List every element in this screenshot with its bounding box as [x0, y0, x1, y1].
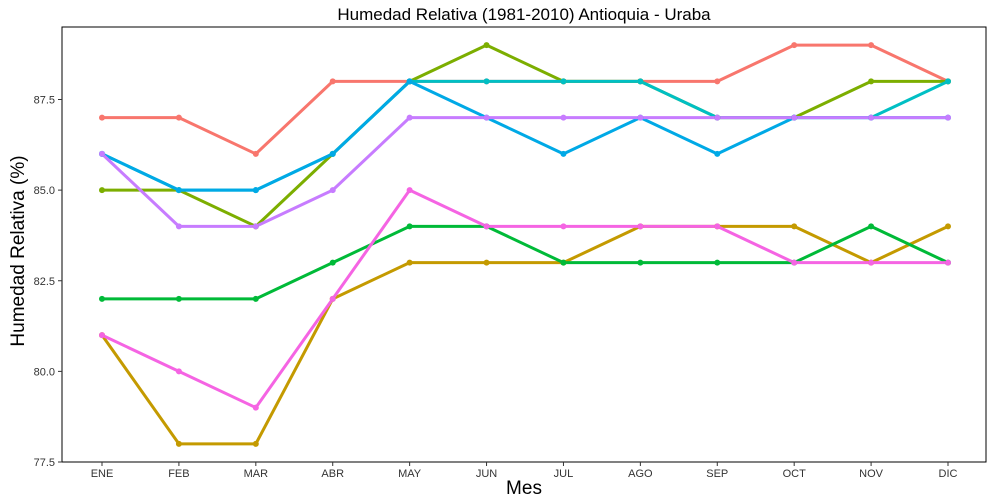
series-4-point-abr: [329, 259, 336, 266]
series-2-point-feb: [175, 440, 182, 447]
y-tick-label: 77.5: [34, 457, 55, 469]
series-5-point-jul: [560, 78, 567, 85]
x-tick-label-nov: NOV: [859, 468, 884, 480]
series-6-point-jul: [560, 150, 567, 157]
x-tick-label-abr: ABR: [321, 468, 344, 480]
y-tick-label: 87.5: [34, 95, 55, 107]
series-7-point-jul: [560, 114, 567, 121]
series-4-point-nov: [868, 223, 875, 230]
series-5-point-jun: [483, 78, 490, 85]
x-tick-label-dic: DIC: [939, 468, 958, 480]
x-tick-label-oct: OCT: [783, 468, 807, 480]
plot-area: [61, 26, 987, 463]
series-7-point-dic: [945, 114, 951, 121]
series-7-point-oct: [791, 114, 798, 121]
series-8-point-ago: [637, 223, 644, 230]
x-tick-label-jul: JUL: [554, 468, 574, 480]
series-line-3: [100, 43, 950, 228]
x-axis-title: Mes: [506, 478, 542, 499]
series-line-2: [100, 224, 950, 446]
series-8-point-may: [406, 187, 413, 194]
series-line-4: [100, 224, 950, 301]
series-4-point-sep: [714, 259, 721, 266]
series-7-point-nov: [868, 114, 875, 121]
series-line-8: [100, 188, 950, 410]
x-tick-label-ago: AGO: [628, 468, 653, 480]
series-3-point-nov: [868, 78, 875, 85]
series-5-point-dic: [945, 78, 951, 85]
x-tick-label-feb: FEB: [168, 468, 189, 480]
x-tick-label-sep: SEP: [706, 468, 728, 480]
series-6-point-abr: [329, 150, 336, 157]
series-1-point-oct: [791, 42, 798, 49]
y-axis-title: Humedad Relativa (%): [8, 155, 29, 346]
series-7-point-mar: [252, 223, 259, 230]
series-1-point-feb: [175, 114, 182, 121]
series-5-point-ago: [637, 78, 644, 85]
x-tick-label-jun: JUN: [476, 468, 497, 480]
series-8-point-mar: [252, 404, 259, 411]
series-6-point-mar: [252, 187, 259, 194]
x-tick-label-may: MAY: [398, 468, 422, 480]
series-7-point-jun: [483, 114, 490, 121]
series-8-point-abr: [329, 295, 336, 302]
series-6-point-may: [406, 78, 413, 85]
series-2-point-may: [406, 259, 413, 266]
series-8-point-jun: [483, 223, 490, 230]
series-1-point-nov: [868, 42, 875, 49]
series-8-point-ene: [99, 332, 105, 339]
series-8-point-nov: [868, 259, 875, 266]
series-4-point-ago: [637, 259, 644, 266]
series-1-point-abr: [329, 78, 336, 85]
series-line-7: [100, 116, 950, 228]
x-tick-label-ene: ENE: [91, 468, 114, 480]
series-8-point-sep: [714, 223, 721, 230]
y-tick-label: 85.0: [34, 185, 55, 197]
series-7-point-sep: [714, 114, 721, 121]
series-8-point-jul: [560, 223, 567, 230]
series-2-point-mar: [252, 440, 259, 447]
series-6-point-sep: [714, 150, 721, 157]
series-1-point-mar: [252, 150, 259, 157]
series-7-point-may: [406, 114, 413, 121]
chart-title: Humedad Relativa (1981-2010) Antioquia -…: [337, 5, 711, 24]
series-3-point-ene: [99, 187, 105, 194]
series-4-point-jul: [560, 259, 567, 266]
series-7-point-ago: [637, 114, 644, 121]
series-7-point-ene: [99, 150, 105, 157]
y-axis: 77.5 80.0 82.5 85.0 87.5: [34, 95, 62, 469]
series-4-point-ene: [99, 295, 105, 302]
series-2-point-oct: [791, 223, 798, 230]
x-axis: ENE FEB MAR ABR MAY JUN JUL AGO SEP OCT NOV DIC: [91, 462, 958, 480]
x-tick-label-mar: MAR: [244, 468, 269, 480]
series-4-point-mar: [252, 295, 259, 302]
series-4-point-feb: [175, 295, 182, 302]
series-7-point-abr: [329, 187, 336, 194]
series-7-point-feb: [175, 223, 182, 230]
series-2-point-dic: [945, 223, 951, 230]
series-8-point-oct: [791, 259, 798, 266]
y-tick-label: 82.5: [34, 276, 55, 288]
series-6-point-feb: [175, 187, 182, 194]
series-8-point-feb: [175, 368, 182, 375]
series-2-point-jun: [483, 259, 490, 266]
series-3-point-jun: [483, 42, 490, 49]
series-1-point-sep: [714, 78, 721, 85]
series-4-point-may: [406, 223, 413, 230]
y-tick-label: 80.0: [34, 366, 55, 378]
series-8-point-dic: [945, 259, 951, 266]
series-1-point-ene: [99, 114, 105, 121]
